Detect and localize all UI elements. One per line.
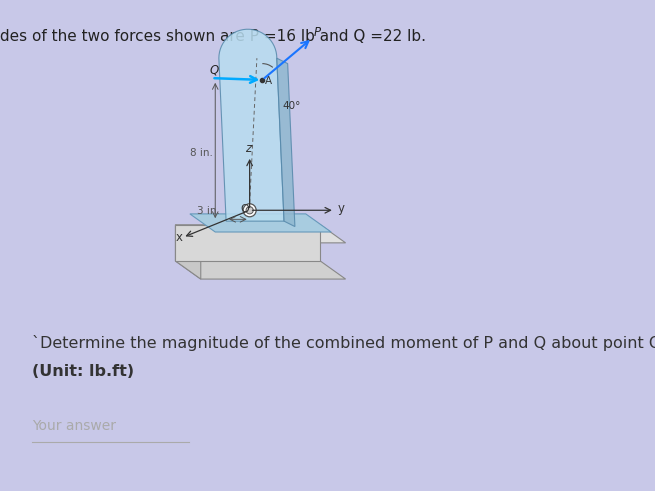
Text: y: y — [337, 202, 345, 215]
Polygon shape — [277, 58, 295, 226]
Text: Your answer: Your answer — [32, 418, 116, 433]
Text: x: x — [176, 231, 183, 244]
Polygon shape — [176, 261, 346, 279]
Circle shape — [243, 204, 256, 217]
Polygon shape — [176, 225, 201, 279]
Text: The magnitudes of the two forces shown are P =16 lb and Q =22 lb.: The magnitudes of the two forces shown a… — [0, 29, 426, 44]
Text: 8 in.: 8 in. — [190, 148, 213, 158]
Polygon shape — [176, 225, 346, 243]
Text: P: P — [314, 26, 321, 39]
Polygon shape — [190, 214, 331, 232]
Text: 3 in.: 3 in. — [197, 206, 220, 216]
Text: 40°: 40° — [282, 101, 301, 111]
Text: z: z — [245, 142, 251, 155]
Text: O: O — [240, 204, 250, 214]
Polygon shape — [176, 225, 320, 261]
Polygon shape — [219, 29, 284, 221]
Text: Q: Q — [210, 64, 219, 77]
Text: (Unit: lb.ft): (Unit: lb.ft) — [32, 364, 134, 380]
Text: A: A — [265, 76, 272, 85]
Text: ˋDetermine the magnitude of the combined moment of P and Q about point O.: ˋDetermine the magnitude of the combined… — [32, 335, 655, 351]
Circle shape — [246, 207, 253, 214]
